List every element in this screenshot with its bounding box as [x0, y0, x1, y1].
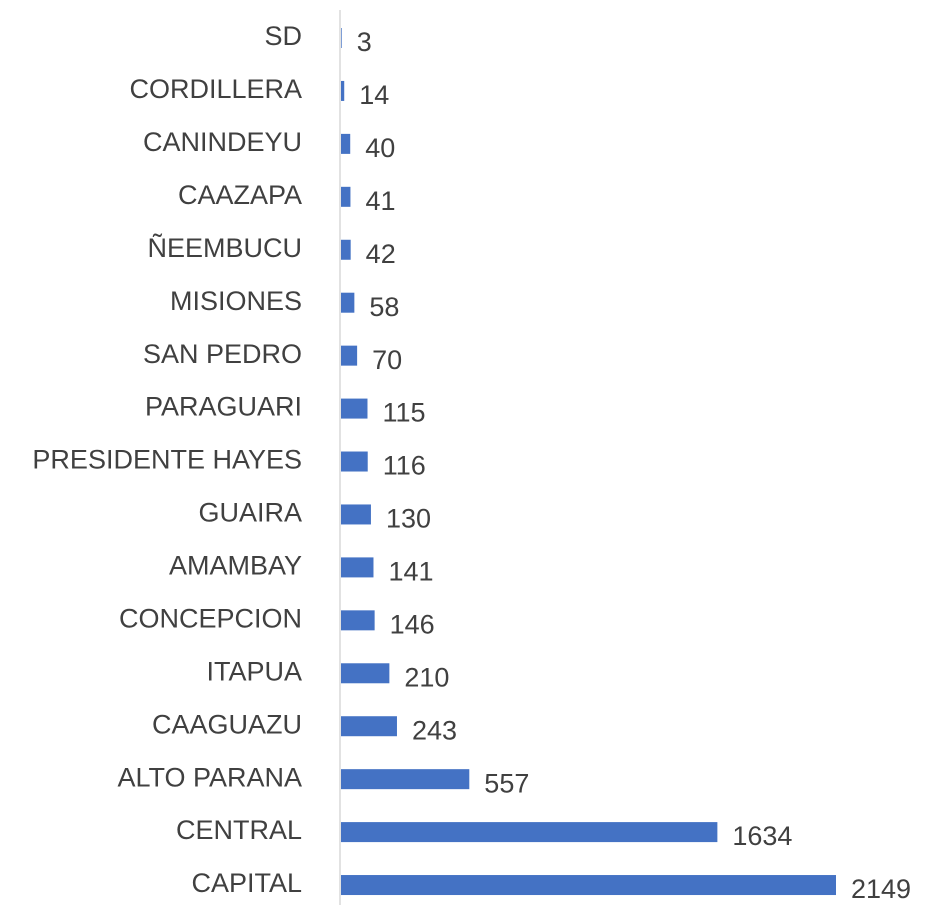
data-label: 42 — [366, 239, 396, 269]
y-tick-label: ÑEEMBUCU — [147, 232, 302, 263]
data-label: 14 — [359, 80, 389, 110]
data-label: 3 — [357, 27, 372, 57]
data-label: 2149 — [851, 874, 911, 904]
bar — [341, 716, 397, 737]
data-label: 243 — [412, 715, 457, 745]
y-tick-label: GUAIRA — [198, 498, 302, 528]
bar — [341, 875, 836, 896]
data-label: 146 — [390, 609, 435, 639]
y-tick-label: CAAGUAZU — [152, 709, 302, 739]
bar — [341, 80, 345, 101]
y-tick-label: ITAPUA — [206, 656, 302, 686]
data-label: 130 — [386, 504, 431, 534]
bar — [341, 239, 351, 260]
y-tick-label: ALTO PARANA — [117, 762, 302, 792]
y-tick-label: SAN PEDRO — [143, 339, 302, 369]
y-tick-label: CORDILLERA — [129, 74, 302, 104]
y-tick-label: SD — [264, 21, 302, 51]
data-label: 1634 — [732, 821, 792, 851]
data-label: 557 — [484, 768, 529, 798]
bar — [341, 292, 355, 313]
bar — [341, 28, 342, 48]
bar — [341, 451, 368, 472]
y-tick-label: PRESIDENTE HAYES — [32, 445, 302, 475]
y-tick-label: AMAMBAY — [169, 551, 302, 581]
bar — [341, 663, 390, 684]
data-label: 41 — [365, 186, 395, 216]
bar — [341, 504, 371, 525]
bar — [341, 822, 718, 843]
bar — [341, 186, 351, 207]
bar — [341, 133, 351, 154]
bar — [341, 557, 374, 578]
data-label: 115 — [382, 398, 425, 428]
y-tick-label: CANINDEYU — [143, 127, 302, 157]
y-tick-label: MISIONES — [170, 286, 302, 316]
data-label: 141 — [388, 557, 433, 587]
data-label: 40 — [365, 133, 395, 163]
data-label: 116 — [383, 451, 426, 481]
bar — [341, 610, 375, 631]
y-tick-label: PARAGUARI — [145, 392, 302, 422]
y-tick-label: CONCEPCION — [119, 603, 302, 633]
data-label: 58 — [369, 292, 399, 322]
bar — [341, 769, 470, 790]
bar — [341, 345, 358, 366]
data-label: 210 — [404, 662, 449, 692]
y-tick-label: CAPITAL — [191, 868, 302, 898]
y-tick-label: CAAZAPA — [178, 180, 302, 210]
data-label: 70 — [372, 345, 402, 375]
y-tick-label: CENTRAL — [176, 815, 302, 845]
bar — [341, 398, 368, 419]
